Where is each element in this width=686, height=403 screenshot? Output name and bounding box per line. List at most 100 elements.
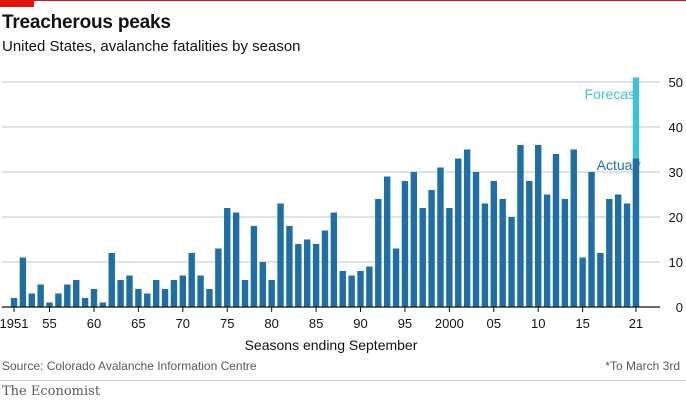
bar-1971 <box>188 253 195 307</box>
bar-1990 <box>357 271 364 307</box>
bar-2015 <box>579 257 586 307</box>
bar-2007 <box>508 217 515 307</box>
y-tick-label-10: 10 <box>669 255 683 270</box>
bar-1961 <box>99 302 107 307</box>
bar-2013 <box>561 199 569 307</box>
x-tick-label-2015: 15 <box>575 316 589 331</box>
bar-2008 <box>517 145 524 307</box>
x-tick-label-1975: 75 <box>220 316 234 331</box>
bar-1998 <box>428 190 435 307</box>
bar-1956 <box>55 293 62 307</box>
chart-subtitle: United States, avalanche fatalities by s… <box>2 38 301 55</box>
x-tick-label-2000: 2000 <box>435 316 464 331</box>
x-tick-label-1995: 95 <box>398 316 412 331</box>
bar-2021 <box>632 158 640 307</box>
bar-1952 <box>19 257 27 307</box>
bar-1974 <box>215 248 222 307</box>
x-tick-label-1985: 85 <box>309 316 323 331</box>
bar-1955 <box>46 302 53 307</box>
brand-red-tab <box>0 0 34 7</box>
x-axis-label: Seasons ending September <box>245 337 418 353</box>
source-note: Source: Colorado Avalanche Information C… <box>2 359 257 373</box>
bar-1962 <box>108 253 115 307</box>
top-rule <box>0 0 686 1</box>
y-tick-label-30: 30 <box>669 165 683 180</box>
x-tick-label-2005: 05 <box>487 316 501 331</box>
bar-1995 <box>401 181 409 307</box>
bar-2011 <box>543 194 551 307</box>
x-tick-label-1955: 55 <box>42 316 56 331</box>
bar-2010 <box>535 145 542 307</box>
legend-forecast-label: Forecast <box>585 86 640 102</box>
bar-2018 <box>606 199 613 307</box>
bar-2019 <box>614 194 622 307</box>
bars <box>10 77 640 307</box>
bar-1987 <box>330 212 338 307</box>
bar-1993 <box>383 176 391 307</box>
bar-1954 <box>37 284 44 307</box>
legend-actual-label: Actual* <box>597 157 642 173</box>
bar-1986 <box>321 230 329 307</box>
x-tick-label-1965: 65 <box>131 316 145 331</box>
bar-1959 <box>81 298 89 307</box>
bar-1963 <box>117 280 124 307</box>
bar-1960 <box>90 289 98 307</box>
bar-1965 <box>135 289 142 307</box>
bar-1980 <box>268 280 275 307</box>
bar-1957 <box>64 284 71 307</box>
bar-1997 <box>419 208 426 307</box>
x-tick-label-2021: 21 <box>629 316 643 331</box>
bar-1958 <box>72 280 80 307</box>
footnote: *To March 3rd <box>605 359 680 373</box>
bar-1973 <box>206 289 213 307</box>
y-tick-label-40: 40 <box>669 120 683 135</box>
x-tick-label-2010: 10 <box>531 316 545 331</box>
bar-1953 <box>28 293 35 307</box>
bar-1969 <box>170 280 178 307</box>
bar-1951 <box>10 298 18 307</box>
bar-2014 <box>570 149 577 307</box>
bar-1975 <box>224 208 231 307</box>
bar-1991 <box>366 266 373 307</box>
publisher-logo: The Economist <box>2 384 101 399</box>
y-axis-ticks: 0 10 20 30 40 50 <box>669 75 683 315</box>
chart-title: Treacherous peaks <box>2 12 171 33</box>
x-axis-ticks: 1951 55 60 65 70 75 80 85 90 95 2000 05 10 15 21 <box>0 316 643 331</box>
bar-1981 <box>277 203 284 307</box>
x-tick-label-1960: 60 <box>87 316 101 331</box>
bar-1999 <box>437 167 444 307</box>
bar-1989 <box>348 275 355 307</box>
x-tick-label-1970: 70 <box>176 316 190 331</box>
bar-1979 <box>259 262 266 307</box>
bar-2002 <box>463 149 471 307</box>
bar-2012 <box>552 154 560 307</box>
x-tick-label-1951: 1951 <box>0 316 28 331</box>
x-tick-label-1990: 90 <box>353 316 367 331</box>
bar-1968 <box>161 289 169 307</box>
bar-2000 <box>446 208 453 307</box>
bar-2020 <box>623 203 631 307</box>
bar-2004 <box>481 203 489 307</box>
bar-1976 <box>232 212 240 307</box>
bar-1978 <box>250 226 258 307</box>
bar-1994 <box>392 248 400 307</box>
bar-1966 <box>144 293 151 307</box>
bar-1988 <box>339 271 346 307</box>
bar-1977 <box>241 280 249 307</box>
x-tick-label-1980: 80 <box>264 316 278 331</box>
bar-1967 <box>152 280 160 307</box>
bar-2001 <box>455 158 462 307</box>
bar-2005 <box>490 181 497 307</box>
bar-2016 <box>588 172 595 307</box>
bar-1970 <box>179 275 187 307</box>
bar-2017 <box>597 253 604 307</box>
y-tick-label-20: 20 <box>669 210 683 225</box>
bar-1982 <box>286 226 293 307</box>
y-tick-label-50: 50 <box>669 75 683 90</box>
bar-1983 <box>295 244 302 307</box>
y-tick-label-0: 0 <box>676 300 683 315</box>
bar-1985 <box>312 244 320 307</box>
bar-1972 <box>197 275 204 307</box>
bar-1964 <box>126 275 133 307</box>
